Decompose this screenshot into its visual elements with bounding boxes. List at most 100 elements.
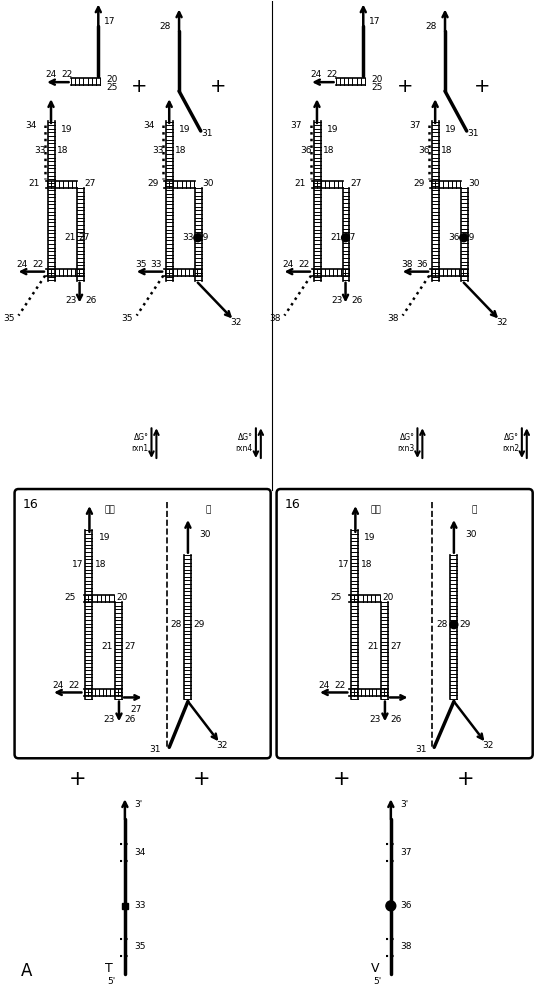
Text: 29: 29 — [193, 620, 204, 629]
Text: 26: 26 — [124, 715, 135, 724]
Text: ΔG°
rxn3: ΔG° rxn3 — [397, 433, 414, 453]
Text: 22: 22 — [334, 681, 345, 690]
Text: T: T — [105, 962, 113, 975]
Text: 28: 28 — [160, 22, 171, 31]
Text: 38: 38 — [269, 314, 280, 323]
Text: 32: 32 — [496, 318, 508, 327]
Text: 19: 19 — [364, 533, 376, 542]
Text: 36: 36 — [419, 146, 430, 155]
Text: 32: 32 — [217, 741, 228, 750]
Text: 26: 26 — [86, 296, 97, 305]
Text: 18: 18 — [57, 146, 68, 155]
Text: 探针: 探针 — [105, 505, 115, 514]
Circle shape — [194, 234, 202, 242]
Text: 探针: 探针 — [371, 505, 382, 514]
Text: 18: 18 — [361, 560, 372, 569]
Text: 29: 29 — [413, 179, 424, 188]
Text: 24: 24 — [52, 681, 64, 690]
Text: 31: 31 — [201, 129, 212, 138]
Text: 3': 3' — [400, 800, 409, 809]
Text: 5': 5' — [107, 977, 115, 986]
Text: 19: 19 — [327, 125, 338, 134]
Text: 库: 库 — [472, 505, 477, 514]
Circle shape — [460, 234, 468, 242]
Text: ΔG°
rxn2: ΔG° rxn2 — [502, 433, 519, 453]
Text: 36: 36 — [417, 260, 428, 269]
Text: +: + — [396, 77, 413, 96]
Text: 18: 18 — [441, 146, 453, 155]
Text: 27: 27 — [79, 233, 90, 242]
Text: 36: 36 — [300, 146, 312, 155]
Text: 38: 38 — [387, 314, 399, 323]
Text: 36: 36 — [400, 901, 412, 910]
Text: 20: 20 — [106, 75, 118, 84]
Text: 31: 31 — [467, 129, 478, 138]
Text: 27: 27 — [350, 179, 362, 188]
Text: 27: 27 — [345, 233, 356, 242]
Text: 27: 27 — [85, 179, 96, 188]
Text: 26: 26 — [351, 296, 363, 305]
Text: 17: 17 — [72, 560, 84, 569]
Text: 23: 23 — [331, 296, 342, 305]
Text: 21: 21 — [330, 233, 341, 242]
Text: 33: 33 — [153, 146, 164, 155]
Text: 35: 35 — [121, 314, 133, 323]
Text: 37: 37 — [291, 121, 302, 130]
Circle shape — [450, 621, 458, 629]
Text: 24: 24 — [17, 260, 28, 269]
Text: ΔG°
rxn4: ΔG° rxn4 — [236, 433, 253, 453]
Text: 29: 29 — [459, 620, 471, 629]
Circle shape — [342, 234, 349, 242]
Text: 22: 22 — [32, 260, 44, 269]
Text: 25: 25 — [64, 593, 75, 602]
Text: 30: 30 — [203, 179, 214, 188]
Text: 35: 35 — [3, 314, 15, 323]
Text: 37: 37 — [409, 121, 420, 130]
Text: 32: 32 — [231, 318, 242, 327]
Text: 25: 25 — [371, 83, 383, 92]
Text: +: + — [130, 77, 147, 96]
Text: 21: 21 — [29, 179, 40, 188]
Text: 3': 3' — [135, 800, 143, 809]
Text: 21: 21 — [101, 642, 113, 651]
Text: 20: 20 — [116, 593, 127, 602]
Text: 38: 38 — [401, 260, 412, 269]
Text: +: + — [333, 769, 350, 789]
Text: 27: 27 — [124, 642, 135, 651]
Text: ΔG°
rxn1: ΔG° rxn1 — [132, 433, 149, 453]
Text: 37: 37 — [400, 848, 412, 857]
Text: 33: 33 — [34, 146, 46, 155]
Text: 28: 28 — [170, 620, 182, 629]
Text: 24: 24 — [45, 70, 57, 79]
Text: 29: 29 — [147, 179, 158, 188]
Circle shape — [386, 901, 396, 911]
Text: 19: 19 — [61, 125, 73, 134]
Text: 18: 18 — [175, 146, 187, 155]
Text: 31: 31 — [415, 745, 426, 754]
Text: 30: 30 — [468, 179, 480, 188]
Text: 20: 20 — [371, 75, 383, 84]
Text: 32: 32 — [482, 741, 494, 750]
Text: 17: 17 — [369, 17, 381, 26]
Text: 23: 23 — [103, 715, 115, 724]
Text: 22: 22 — [61, 70, 72, 79]
Text: 27: 27 — [390, 642, 402, 651]
Text: 24: 24 — [310, 70, 322, 79]
Text: 28: 28 — [426, 22, 437, 31]
Text: 24: 24 — [318, 681, 329, 690]
Text: 35: 35 — [135, 260, 147, 269]
Text: 35: 35 — [135, 942, 146, 951]
Text: 21: 21 — [64, 233, 75, 242]
Text: 36: 36 — [448, 233, 460, 242]
Text: +: + — [69, 769, 86, 789]
Text: 20: 20 — [382, 593, 393, 602]
Text: V: V — [371, 962, 379, 975]
Text: +: + — [457, 769, 474, 789]
Text: 27: 27 — [130, 705, 141, 714]
Text: 19: 19 — [179, 125, 191, 134]
Text: 24: 24 — [283, 260, 294, 269]
Text: 23: 23 — [369, 715, 381, 724]
Text: 23: 23 — [65, 296, 77, 305]
Text: 22: 22 — [68, 681, 79, 690]
Text: 22: 22 — [326, 70, 337, 79]
